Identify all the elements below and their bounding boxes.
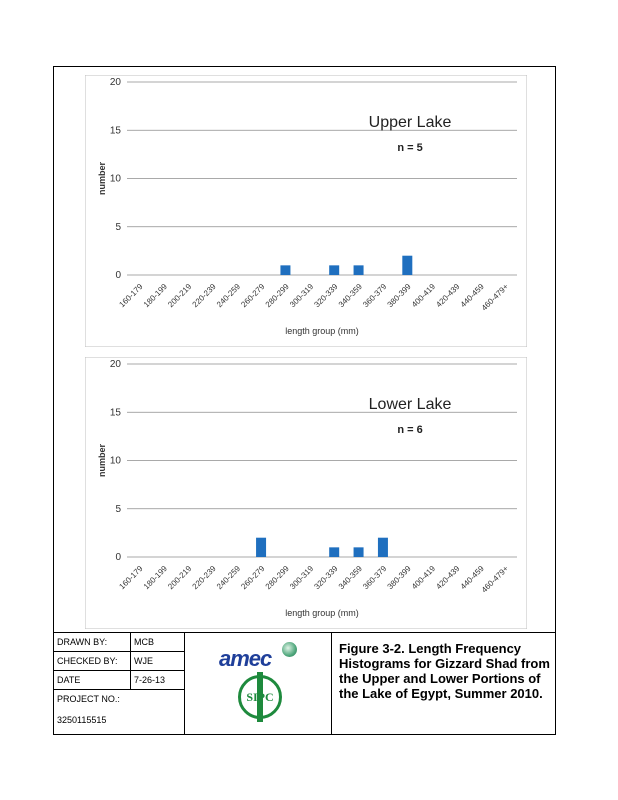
title-block: DRAWN BY: MCB CHECKED BY: WJE DATE 7-26-… [53, 632, 556, 735]
title-block-fields: DRAWN BY: MCB CHECKED BY: WJE DATE 7-26-… [54, 633, 184, 734]
checked-by-row: CHECKED BY: WJE [54, 652, 184, 671]
y-tick-label: 10 [110, 174, 122, 185]
project-no-label: PROJECT NO.: [57, 694, 120, 704]
date-row: DATE 7-26-13 [54, 671, 184, 690]
y-tick-label: 5 [115, 504, 121, 515]
bar [280, 265, 291, 275]
y-tick-label: 20 [110, 77, 122, 88]
logo-panel: amec SIPC [184, 633, 332, 734]
y-tick-label: 10 [110, 456, 122, 467]
x-axis-label: length group (mm) [285, 326, 359, 336]
checked-by-label: CHECKED BY: [57, 656, 118, 666]
chart-title: Lower Lake [369, 396, 452, 413]
figure-caption: Figure 3-2. Length Frequency Histograms … [339, 641, 550, 701]
bar [256, 537, 267, 557]
y-tick-label: 0 [115, 552, 121, 563]
sample-size-annotation: n = 6 [397, 424, 422, 436]
checked-by-value: WJE [130, 652, 153, 670]
y-tick-label: 5 [115, 222, 121, 233]
amec-globe-icon [282, 642, 297, 657]
sipc-logo: SIPC [238, 672, 282, 722]
y-tick-label: 20 [110, 359, 122, 370]
bar [353, 265, 364, 275]
project-no-value: 3250115515 [57, 715, 107, 725]
chart-area [85, 357, 527, 629]
chart-lower-lake: 05101520160-179180-199200-219220-239240-… [85, 357, 527, 629]
amec-logo: amec [219, 646, 272, 671]
bar [402, 255, 413, 275]
date-value: 7-26-13 [130, 671, 165, 689]
y-tick-label: 0 [115, 270, 121, 281]
bar [377, 537, 388, 557]
chart-title: Upper Lake [369, 114, 452, 131]
y-axis-label: number [97, 444, 107, 478]
sipc-bar-icon [257, 672, 263, 722]
y-tick-label: 15 [110, 407, 122, 418]
sipc-logo-text: SIPC [246, 690, 274, 704]
bar [329, 265, 340, 275]
drawn-by-row: DRAWN BY: MCB [54, 633, 184, 652]
chart-area [85, 75, 527, 347]
sample-size-annotation: n = 5 [397, 142, 422, 154]
date-label: DATE [57, 675, 81, 685]
y-axis-label: number [97, 162, 107, 196]
drawn-by-label: DRAWN BY: [57, 637, 108, 647]
y-tick-label: 15 [110, 125, 122, 136]
chart-upper-lake: 05101520160-179180-199200-219220-239240-… [85, 75, 527, 347]
bar [329, 547, 340, 557]
x-axis-label: length group (mm) [285, 608, 359, 618]
bar [353, 547, 364, 557]
drawn-by-value: MCB [130, 633, 154, 651]
project-no-row: PROJECT NO.: [54, 690, 184, 709]
